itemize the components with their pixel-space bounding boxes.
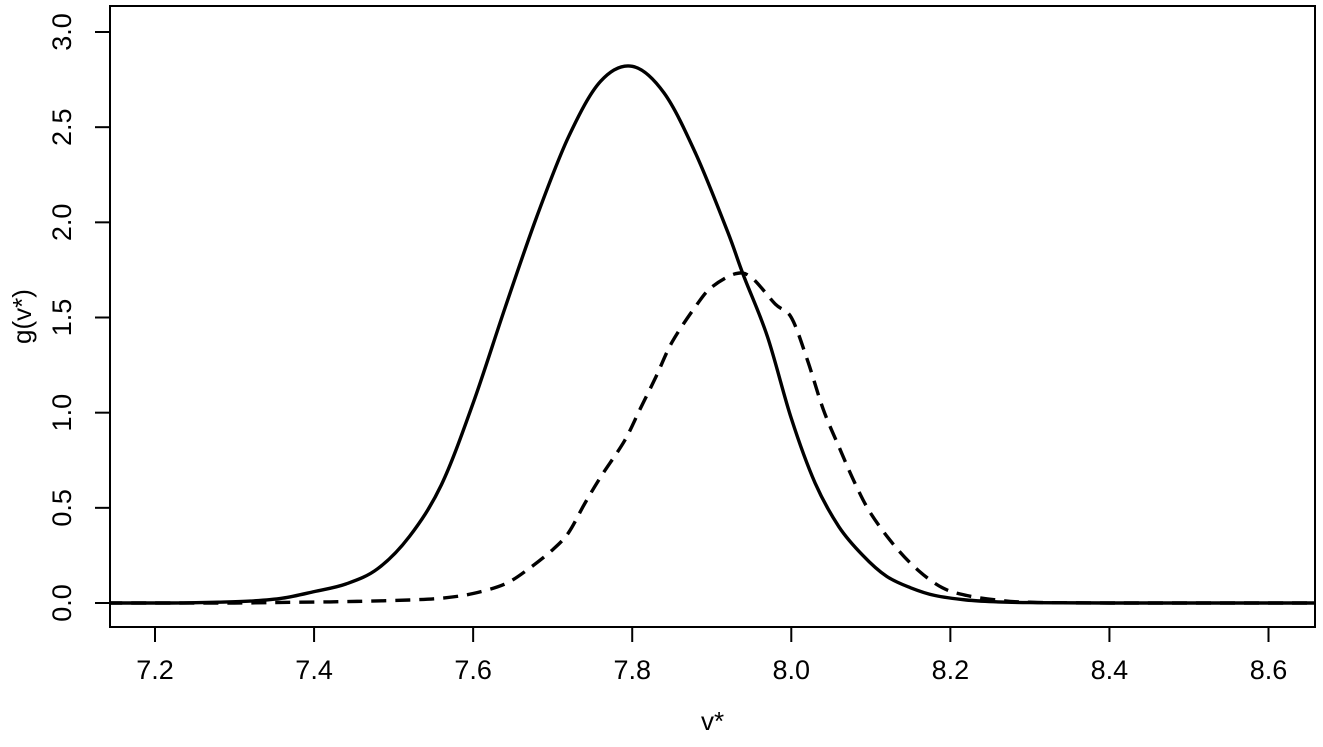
y-tick-label: 2.5	[47, 108, 77, 146]
x-tick-label: 8.0	[773, 655, 811, 685]
x-tick-label: 7.4	[295, 655, 333, 685]
dashed-density-curve	[110, 271, 1315, 605]
x-tick-label: 8.2	[932, 655, 970, 685]
x-tick-label: 8.4	[1091, 655, 1129, 685]
x-axis-label: v*	[701, 706, 724, 736]
plot-frame	[109, 5, 1316, 628]
x-tick-label: 7.2	[136, 655, 174, 685]
x-tick-label: 7.8	[613, 655, 651, 685]
solid-density-curve	[110, 64, 1315, 605]
y-tick-label: 0.5	[47, 489, 77, 527]
y-tick-label: 0.0	[47, 584, 77, 622]
x-tick-label: 8.6	[1250, 655, 1288, 685]
y-tick-label: 1.5	[47, 299, 77, 337]
y-axis-label: g(v*)	[7, 289, 37, 344]
x-tick-label: 7.6	[454, 655, 492, 685]
y-tick-label: 3.0	[47, 13, 77, 51]
y-tick-label: 1.0	[47, 394, 77, 432]
y-tick-label: 2.0	[47, 204, 77, 242]
